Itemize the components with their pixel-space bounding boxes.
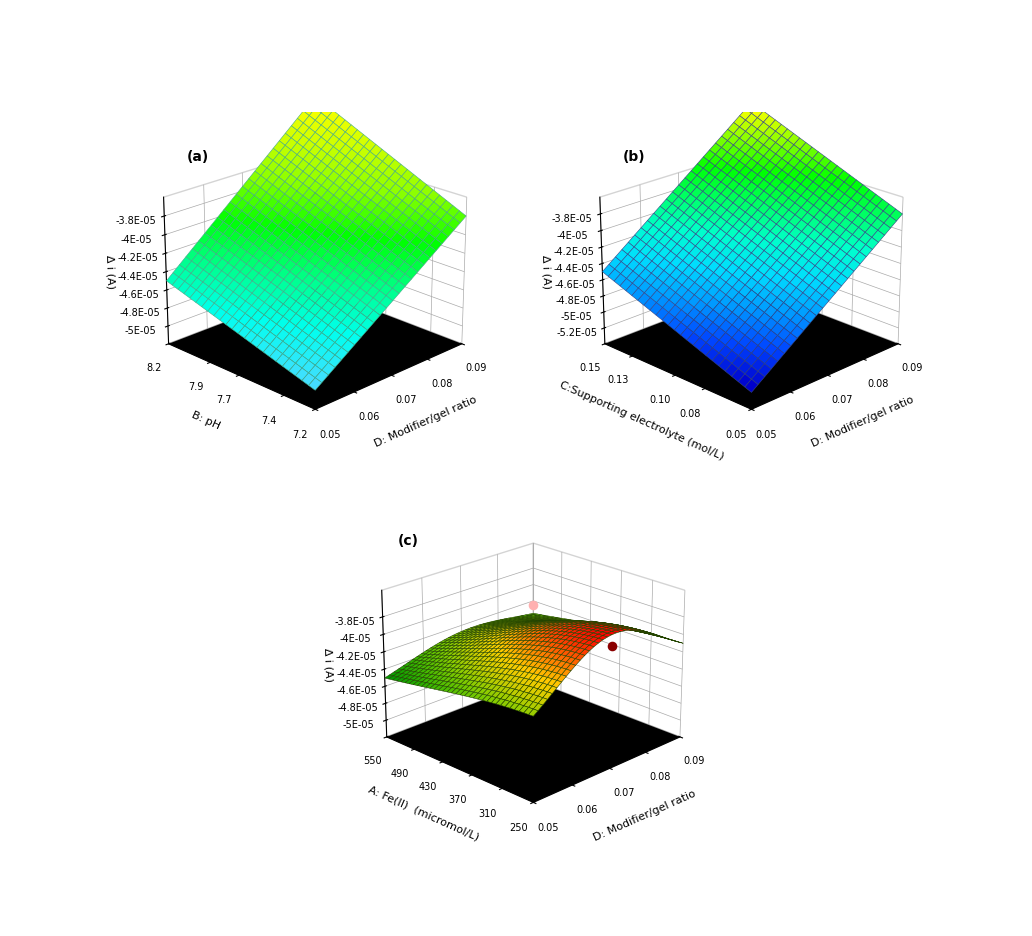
X-axis label: D: Modifier/gel ratio: D: Modifier/gel ratio [374,395,479,449]
X-axis label: D: Modifier/gel ratio: D: Modifier/gel ratio [809,395,915,449]
Text: (a): (a) [187,151,208,165]
Text: (c): (c) [398,534,419,548]
Y-axis label: C:Supporting electrolyte (mol/L): C:Supporting electrolyte (mol/L) [558,379,725,461]
Y-axis label: A: Fe(II)  (micromol/L): A: Fe(II) (micromol/L) [367,784,481,842]
Text: (b): (b) [622,151,645,165]
X-axis label: D: Modifier/gel ratio: D: Modifier/gel ratio [591,788,697,842]
Y-axis label: B: pH: B: pH [190,410,222,431]
